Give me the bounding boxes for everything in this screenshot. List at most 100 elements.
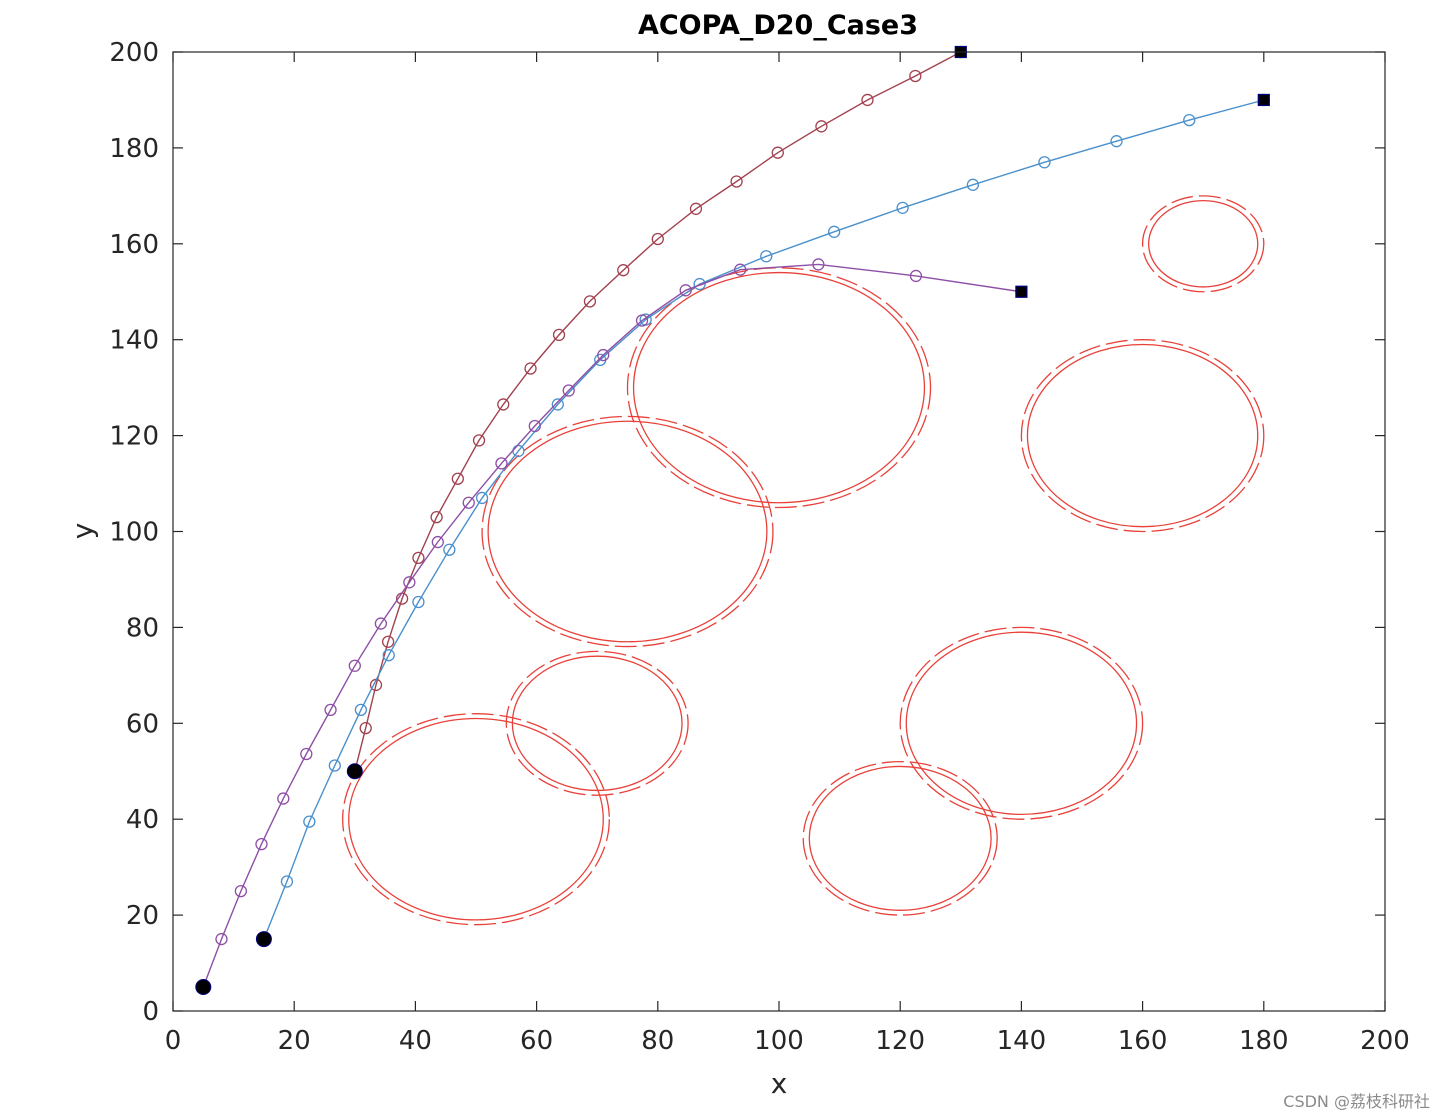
y-tick-label: 40	[126, 805, 159, 835]
x-tick-label: 120	[875, 1026, 925, 1056]
path-point-1-16	[896, 201, 909, 214]
path-point-0-12	[583, 295, 597, 308]
start-marker-1	[255, 931, 272, 948]
path-point-0-9	[497, 398, 510, 411]
path-point-1-17	[966, 178, 980, 191]
obstacle-circle-2	[487, 420, 768, 643]
y-tick-label: 0	[142, 997, 159, 1027]
y-tick-label: 120	[109, 422, 159, 452]
path-point-2-13	[528, 419, 541, 433]
x-tick-label: 40	[399, 1026, 432, 1056]
path-point-2-7	[348, 659, 361, 672]
path-point-2-6	[324, 703, 337, 717]
path-line-2	[202, 263, 1022, 988]
path-point-2-20	[909, 269, 923, 283]
y-tick-label: 160	[109, 230, 159, 260]
path-point-0-5	[412, 551, 425, 565]
obstacle-safety-boundary-1	[505, 650, 689, 796]
obstacle-safety-boundary-0	[342, 713, 610, 926]
x-axis-label: x	[771, 1067, 788, 1100]
path-point-0-20	[909, 69, 922, 83]
path-point-1-8	[475, 491, 489, 505]
path-point-1-4	[354, 703, 368, 717]
start-marker-0	[346, 763, 363, 780]
path-point-1-1	[280, 875, 294, 888]
path-point-0-1	[359, 721, 372, 735]
path-point-2-1	[215, 932, 228, 946]
path-point-0-19	[861, 93, 874, 107]
obstacle-circle-1	[511, 655, 683, 792]
goal-marker-2	[1015, 285, 1028, 298]
path-point-1-19	[1110, 135, 1123, 148]
path-line-1	[263, 99, 1264, 940]
y-axis-label: y	[66, 523, 99, 540]
path-point-0-17	[771, 146, 784, 159]
path-point-0-8	[472, 434, 486, 447]
path-point-1-14	[760, 250, 773, 263]
path-point-2-3	[255, 837, 268, 851]
path-point-2-17	[679, 284, 692, 297]
obstacle-circle-3	[632, 271, 926, 504]
y-tick-label: 20	[126, 901, 159, 931]
obstacle-circle-4	[808, 765, 992, 911]
path-line-0	[354, 51, 962, 772]
x-tick-label: 200	[1360, 1026, 1410, 1056]
path-point-0-15	[689, 202, 703, 215]
start-marker-2	[195, 979, 212, 996]
path-point-0-11	[552, 328, 566, 342]
y-tick-label: 80	[126, 613, 159, 643]
x-tick-label: 60	[520, 1026, 553, 1056]
x-tick-label: 80	[641, 1026, 674, 1056]
path-point-2-2	[234, 884, 248, 898]
ticks-layer: 0 20 40 60 80 100 120 140 160 180 200 0 20 40 60 80 100 1…	[109, 38, 1409, 1056]
x-tick-label: 100	[754, 1026, 804, 1056]
path-point-1-20	[1183, 113, 1196, 127]
path-point-1-5	[382, 649, 395, 662]
path-point-0-13	[617, 264, 630, 277]
path-point-2-18	[734, 263, 747, 276]
x-tick-label: 20	[278, 1026, 311, 1056]
path-point-1-3	[328, 759, 341, 772]
path-point-2-19	[812, 258, 825, 271]
obstacle-circle-0	[348, 717, 604, 921]
x-tick-label: 0	[165, 1026, 182, 1056]
obstacle-safety-boundary-3	[626, 267, 932, 509]
obstacle-safety-boundary-2	[481, 415, 774, 648]
path-point-2-15	[597, 348, 610, 362]
path-point-1-13	[693, 277, 706, 291]
path-point-2-14	[562, 384, 575, 397]
path-point-2-5	[300, 747, 313, 761]
goal-marker-1	[1257, 93, 1270, 107]
path-point-2-12	[495, 457, 508, 470]
obstacle-safety-boundary-6	[1020, 339, 1265, 533]
path-point-2-8	[374, 617, 388, 630]
path-point-0-7	[451, 472, 464, 485]
path-point-0-14	[651, 232, 664, 246]
path-point-1-10	[551, 398, 564, 411]
obstacle-safety-boundary-5	[899, 626, 1144, 820]
x-tick-label: 180	[1239, 1026, 1289, 1056]
obstacle-circle-7	[1148, 199, 1259, 288]
path-point-0-18	[815, 120, 828, 133]
x-tick-label: 140	[997, 1026, 1047, 1056]
path-point-0-3	[381, 635, 395, 648]
path-point-1-15	[827, 225, 841, 238]
obstacle-circle-5	[905, 631, 1138, 816]
path-point-2-9	[403, 576, 416, 589]
path-point-0-6	[430, 510, 443, 524]
path-point-2-4	[277, 792, 290, 805]
path-point-2-11	[462, 496, 475, 509]
path-point-1-18	[1038, 156, 1051, 169]
y-tick-label: 100	[109, 518, 159, 548]
chart-title: ACOPA_D20_Case3	[638, 10, 918, 41]
path-point-2-16	[635, 314, 649, 327]
path-point-0-10	[524, 362, 537, 375]
x-tick-label: 160	[1118, 1026, 1168, 1056]
y-tick-label: 140	[109, 326, 159, 356]
obstacle-safety-boundary-7	[1141, 195, 1265, 293]
obstacle-circle-6	[1026, 343, 1259, 528]
path-point-1-7	[443, 543, 456, 556]
path-point-2-10	[431, 535, 444, 549]
